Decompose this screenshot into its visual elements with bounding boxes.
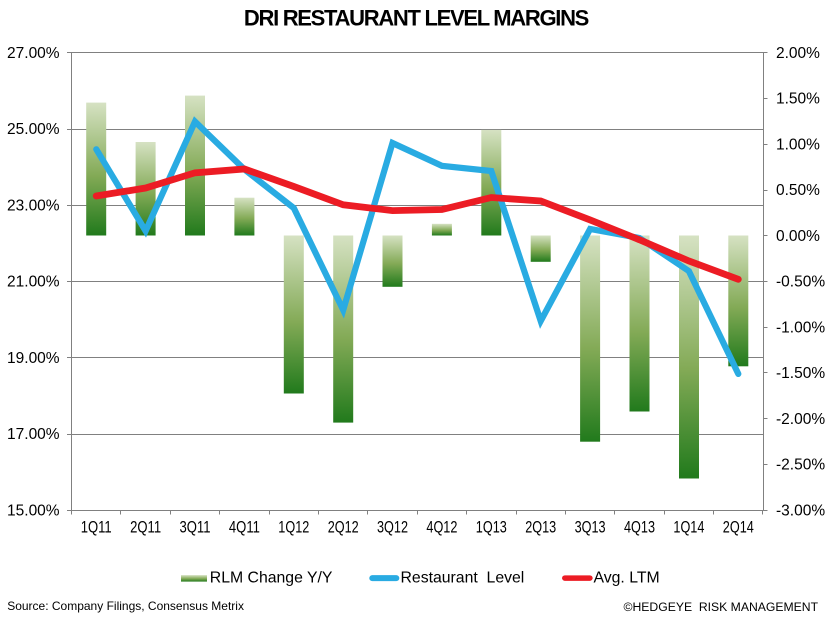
svg-text:0.50%: 0.50% <box>776 182 820 199</box>
svg-text:4Q12: 4Q12 <box>426 518 457 537</box>
svg-text:2.00%: 2.00% <box>776 45 820 62</box>
svg-text:15.00%: 15.00% <box>7 502 60 519</box>
svg-text:-1.00%: -1.00% <box>776 319 825 336</box>
svg-text:DRI RESTAURANT LEVEL MARGINS: DRI RESTAURANT LEVEL MARGINS <box>244 6 589 31</box>
svg-text:19.00%: 19.00% <box>7 350 60 367</box>
svg-text:©HEDGEYE RISK MANAGEMENT: ©HEDGEYE RISK MANAGEMENT <box>624 600 819 614</box>
svg-text:1Q12: 1Q12 <box>278 518 309 537</box>
svg-text:2Q14: 2Q14 <box>723 518 754 537</box>
svg-text:Avg. LTM: Avg. LTM <box>594 570 660 587</box>
svg-text:1Q14: 1Q14 <box>673 518 704 537</box>
svg-text:1.00%: 1.00% <box>776 136 820 153</box>
svg-text:23.00%: 23.00% <box>7 197 60 214</box>
svg-text:-2.00%: -2.00% <box>776 411 825 428</box>
svg-text:1Q13: 1Q13 <box>476 518 507 537</box>
svg-text:-2.50%: -2.50% <box>776 457 825 474</box>
svg-text:3Q13: 3Q13 <box>575 518 606 537</box>
svg-text:-3.00%: -3.00% <box>776 502 825 519</box>
svg-text:-0.50%: -0.50% <box>776 274 825 291</box>
svg-text:RLM Change Y/Y: RLM Change Y/Y <box>210 570 333 587</box>
svg-text:2Q13: 2Q13 <box>525 518 556 537</box>
svg-text:2Q11: 2Q11 <box>130 518 161 537</box>
svg-text:25.00%: 25.00% <box>7 121 60 138</box>
svg-text:27.00%: 27.00% <box>7 45 60 62</box>
svg-text:17.00%: 17.00% <box>7 426 60 443</box>
svg-text:Source: Company Filings, Conse: Source: Company Filings, Consensus Metri… <box>7 599 244 613</box>
svg-text:3Q11: 3Q11 <box>180 518 211 537</box>
svg-text:4Q11: 4Q11 <box>229 518 260 537</box>
svg-text:1.50%: 1.50% <box>776 91 820 108</box>
svg-text:-1.50%: -1.50% <box>776 365 825 382</box>
svg-text:2Q12: 2Q12 <box>328 518 359 537</box>
svg-text:4Q13: 4Q13 <box>624 518 655 537</box>
svg-text:1Q11: 1Q11 <box>81 518 112 537</box>
svg-text:21.00%: 21.00% <box>7 274 60 291</box>
svg-text:0.00%: 0.00% <box>776 228 820 245</box>
svg-text:Restaurant Level: Restaurant Level <box>401 570 525 587</box>
svg-text:3Q12: 3Q12 <box>377 518 408 537</box>
